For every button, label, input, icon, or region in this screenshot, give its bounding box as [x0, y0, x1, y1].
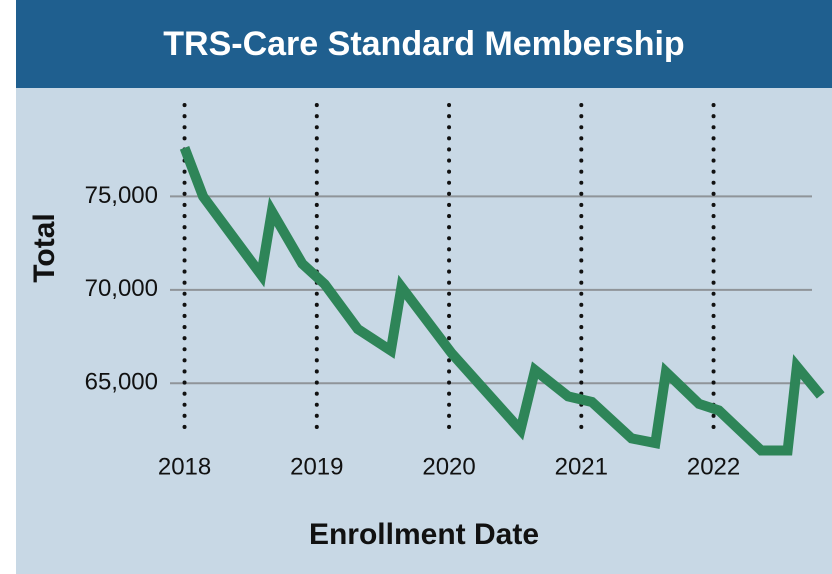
data-line [179, 146, 825, 456]
x-tick-label: 2020 [422, 453, 475, 480]
x-tick-label: 2019 [290, 453, 343, 480]
y-tick-label: 75,000 [85, 182, 158, 209]
x-tick-label: 2022 [687, 453, 740, 480]
panel-background [16, 0, 832, 574]
y-tick-label: 70,000 [85, 275, 158, 302]
y-tick-label: 65,000 [85, 369, 158, 396]
x-axis-title: Enrollment Date [309, 518, 539, 551]
header-band [16, 0, 832, 88]
y-axis-title: Total [28, 213, 61, 282]
x-tick-label: 2018 [158, 453, 211, 480]
x-tick-label: 2021 [555, 453, 608, 480]
chart-title: TRS-Care Standard Membership [163, 25, 684, 63]
